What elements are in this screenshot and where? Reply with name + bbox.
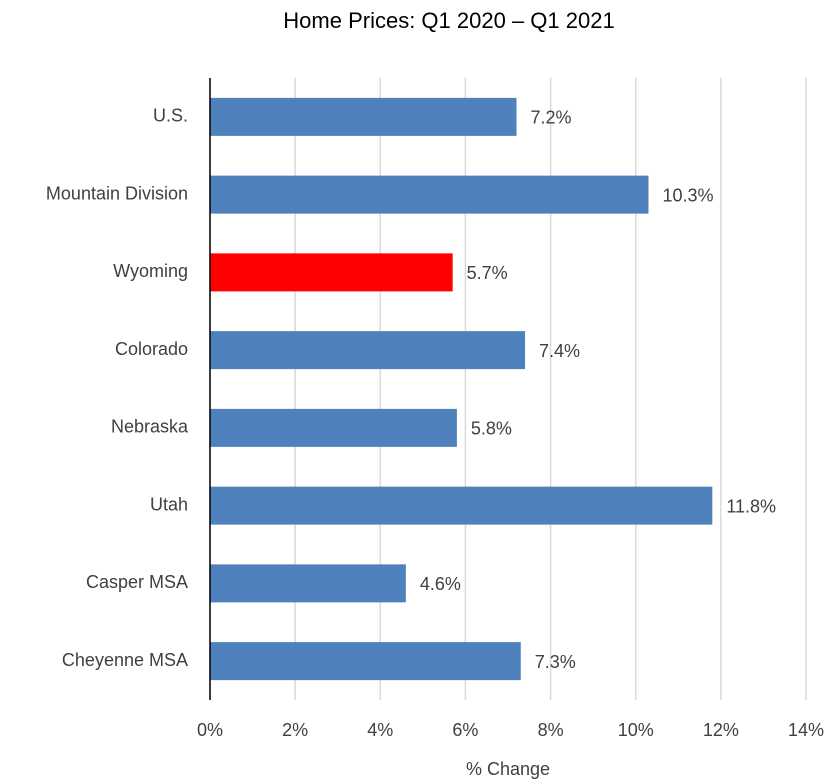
data-label: 11.8% <box>726 496 776 516</box>
data-label: 4.6% <box>420 574 461 594</box>
chart-title: Home Prices: Q1 2020 – Q1 2021 <box>283 8 614 33</box>
data-label: 7.2% <box>531 108 572 128</box>
bar <box>210 642 521 681</box>
x-tick-label: 4% <box>367 720 393 740</box>
data-label: 5.7% <box>467 263 508 283</box>
y-tick-label: Cheyenne MSA <box>62 650 188 670</box>
y-tick-label: Utah <box>150 494 188 514</box>
bar <box>210 564 406 603</box>
x-tick-label: 12% <box>703 720 739 740</box>
y-tick-label: Nebraska <box>111 417 189 437</box>
y-tick-label: U.S. <box>153 106 188 126</box>
x-tick-label: 14% <box>788 720 824 740</box>
bar <box>210 175 649 214</box>
y-tick-label: Casper MSA <box>86 572 188 592</box>
data-label: 10.3% <box>662 185 713 205</box>
x-axis-title: % Change <box>466 759 550 779</box>
data-label: 5.8% <box>471 419 512 439</box>
x-tick-label: 2% <box>282 720 308 740</box>
bar <box>210 97 517 136</box>
y-tick-label: Mountain Division <box>46 183 188 203</box>
data-label: 7.3% <box>535 652 576 672</box>
x-tick-label: 0% <box>197 720 223 740</box>
y-tick-label: Wyoming <box>113 261 188 281</box>
bar <box>210 408 457 447</box>
x-tick-label: 10% <box>618 720 654 740</box>
x-tick-label: 8% <box>538 720 564 740</box>
bar <box>210 486 713 525</box>
x-tick-label: 6% <box>452 720 478 740</box>
data-label: 7.4% <box>539 341 580 361</box>
y-tick-label: Colorado <box>115 339 188 359</box>
bar <box>210 253 453 292</box>
bar <box>210 331 526 370</box>
